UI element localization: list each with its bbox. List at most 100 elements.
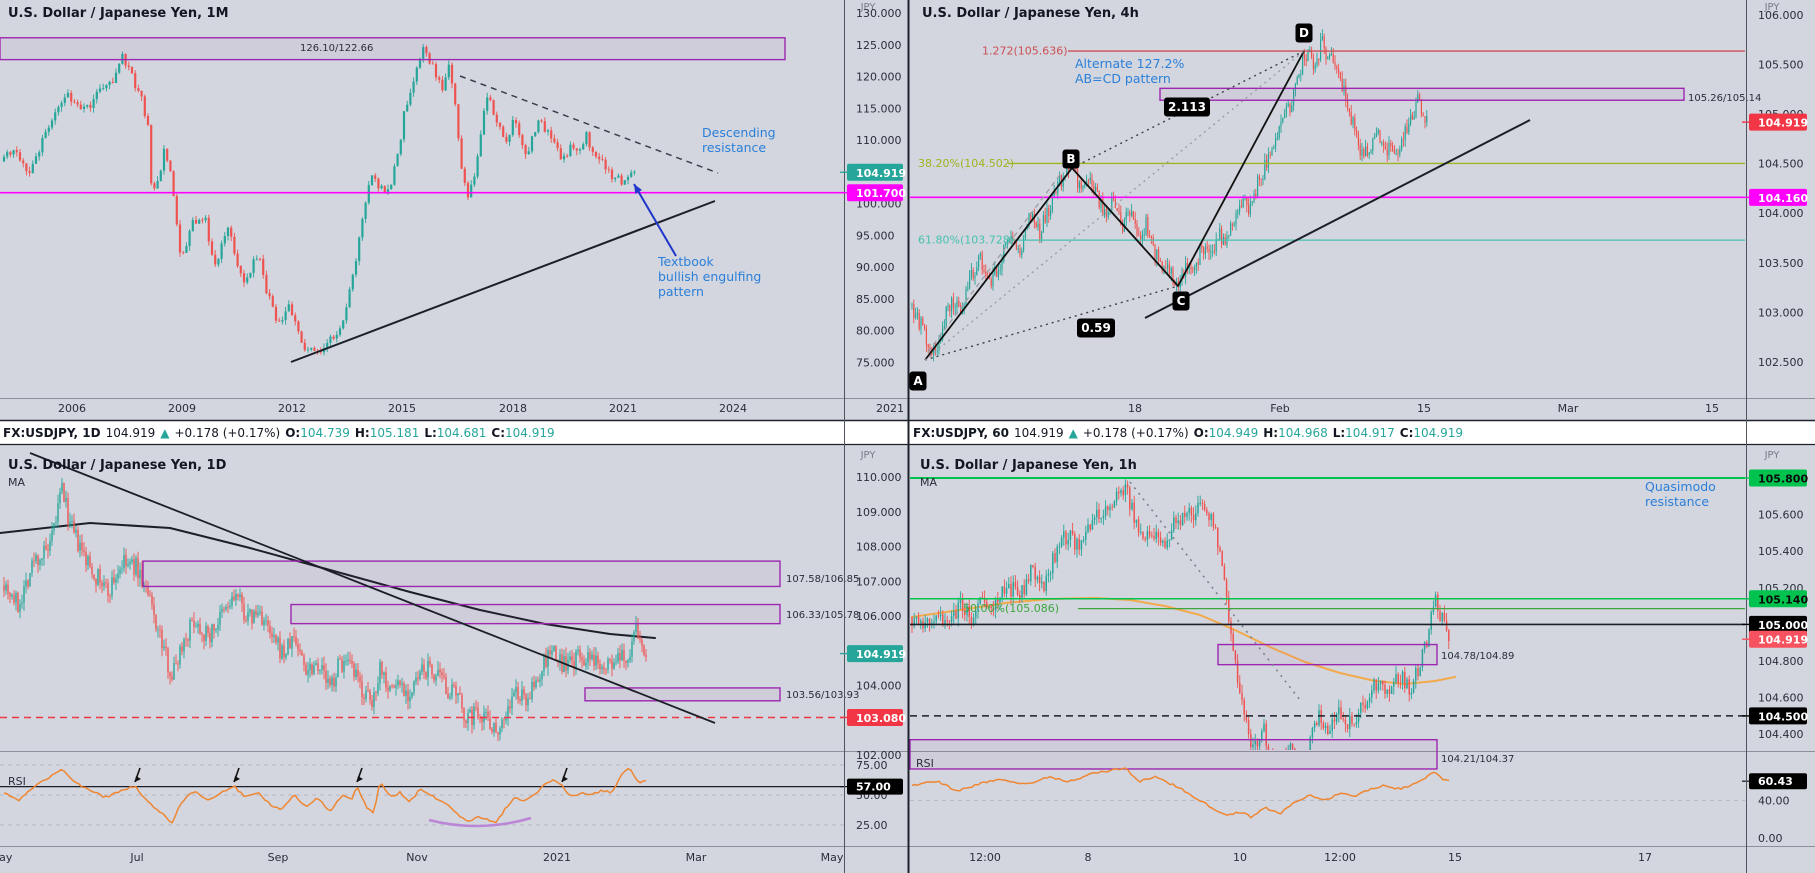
price-scale-usdjpy-4h[interactable]: 106.000105.500105.000104.500104.000103.5…: [1742, 9, 1808, 369]
status-bar-left[interactable]: FX:USDJPY, 1D 104.919 ▲ +0.178 (+0.17%) …: [3, 422, 903, 444]
candle-body: [559, 148, 562, 160]
candle-body: [92, 99, 95, 108]
candle-body: [1379, 130, 1381, 143]
candle-body: [1356, 130, 1358, 134]
candle-body: [1348, 108, 1350, 113]
candle-body: [119, 569, 121, 574]
time-axis-usdjpy-daily[interactable]: May Jul Sep Nov 2021 Mar May: [0, 851, 844, 864]
candle-body: [1181, 512, 1184, 526]
time-axis-label: 2009: [168, 402, 196, 415]
price-badge-label: 104.919: [856, 167, 906, 180]
candle-body: [635, 623, 637, 632]
candle-body: [219, 611, 221, 625]
candle-body: [135, 558, 137, 575]
candle-body: [920, 620, 922, 624]
candle-body: [1056, 546, 1058, 563]
candle-body: [994, 266, 996, 275]
candle-body: [1145, 217, 1147, 235]
price-scale-usdjpy-daily[interactable]: 110.000109.000108.000107.000106.000105.0…: [840, 471, 906, 762]
price-badge: [847, 184, 903, 202]
candle-body: [1037, 223, 1039, 228]
candle-body: [275, 635, 277, 643]
candle-body: [1084, 183, 1086, 186]
candle-body: [1307, 51, 1309, 61]
price-badge: [847, 163, 903, 181]
symbol-label[interactable]: FX:USDJPY, 60: [913, 426, 1009, 440]
candle-body: [1379, 681, 1382, 684]
candle-body: [9, 152, 12, 155]
candle-body: [1116, 208, 1118, 211]
price-scale-tick: 85.000: [856, 293, 895, 306]
harmonic-point-label: C: [1177, 294, 1186, 308]
candle-body: [1437, 594, 1439, 611]
candle-body: [70, 92, 73, 102]
arrow-head-icon: [234, 776, 240, 782]
candle-body: [1148, 531, 1151, 536]
candle-body: [1316, 59, 1318, 65]
currency-unit-label: JPY: [860, 2, 877, 13]
candle-body: [293, 636, 295, 637]
panel-usdjpy-1h[interactable]: 104.78/104.89 104.21/104.37 50.00%(105.086…: [909, 445, 1808, 873]
plot-area-usdjpy-1h[interactable]: [911, 479, 1456, 785]
price-scale-usdjpy-monthly[interactable]: 130.000125.000120.000115.000110.000105.0…: [840, 7, 906, 369]
price-scale-tick: 106.000: [1758, 9, 1804, 22]
candle-body: [992, 608, 995, 611]
symbol-label[interactable]: FX:USDJPY, 1D: [3, 426, 101, 440]
candle-body: [1386, 689, 1388, 694]
candle-body: [922, 318, 924, 326]
status-bar-right[interactable]: FX:USDJPY, 60 104.919 ▲ +0.178 (+0.17%) …: [913, 422, 1813, 444]
time-axis-usdjpy-1h[interactable]: 12:00 8 10 12:00 15 17: [969, 851, 1652, 864]
candle-body: [371, 699, 373, 707]
candle-body: [1087, 524, 1089, 532]
candle-body: [1341, 78, 1343, 92]
candle-body: [305, 664, 307, 675]
candle-body: [537, 120, 540, 133]
candle-body: [1156, 249, 1158, 260]
candle-body: [118, 63, 121, 73]
candle-body: [583, 660, 585, 666]
price-scale-tick: 104.000: [1758, 207, 1804, 220]
plot-area-usdjpy-daily[interactable]: [0, 477, 656, 742]
time-axis-usdjpy-monthly[interactable]: 2006 2009 2012 2015 2018 2021 2024: [58, 402, 747, 415]
candle-body: [1329, 54, 1331, 58]
candle-body: [1384, 145, 1386, 150]
candle-body: [353, 663, 355, 678]
plot-area-usdjpy-monthly[interactable]: [2, 44, 636, 356]
time-axis-usdjpy-4h[interactable]: 2021 18 Feb 15 Mar 15: [876, 402, 1719, 415]
candle-body: [326, 342, 329, 349]
candle-body: [543, 654, 545, 672]
candle-body: [341, 659, 343, 672]
candle-body: [283, 645, 285, 658]
candle-body: [25, 163, 28, 172]
candle-body: [103, 582, 105, 587]
price-scale-tick: 107.000: [856, 575, 902, 588]
candle-body: [367, 690, 369, 692]
candle-body: [18, 152, 22, 161]
candle-body: [969, 275, 971, 289]
candle-body: [259, 611, 261, 613]
price-zone: [290, 603, 781, 625]
candle-body: [209, 632, 211, 643]
fib-label: 38.20%(104.502): [918, 157, 1014, 170]
candle-body: [409, 92, 412, 105]
price-scale-tick: 130.000: [856, 7, 902, 20]
rsi-line: [911, 767, 1450, 819]
candle-body: [338, 328, 342, 335]
candle-body: [1219, 547, 1221, 552]
rsi-badge-label: 57.00: [856, 781, 891, 794]
candle-body: [325, 670, 327, 683]
candle-body: [1342, 719, 1344, 720]
candle-body: [1124, 484, 1127, 496]
candle-body: [983, 597, 986, 602]
panel-usdjpy-4h[interactable]: 105.26/105.14 1.272(105.636) 38.20%(104.50…: [876, 0, 1808, 445]
candle-body: [329, 678, 331, 685]
panel-usdjpy-daily[interactable]: 107.58/106.85 106.33/105.78 103.56/103.93 7…: [0, 445, 906, 873]
price-scale-usdjpy-1h[interactable]: 105.800105.600105.400105.200105.000104.8…: [1742, 469, 1808, 742]
candle-body: [1397, 153, 1399, 155]
candle-body: [204, 217, 207, 221]
candle-body: [1134, 219, 1136, 224]
candle-body: [593, 654, 595, 666]
candle-body: [1012, 236, 1014, 241]
